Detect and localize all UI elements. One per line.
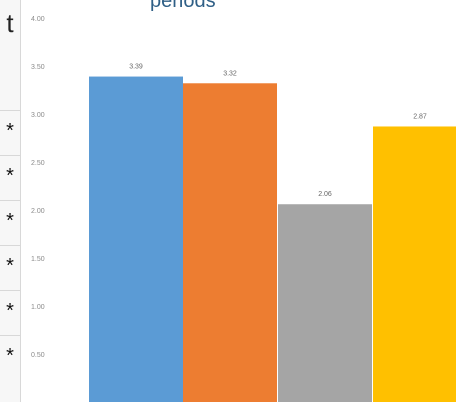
y-tick-label: 0.50 [31,352,45,359]
chart-top-title: periods [150,0,216,12]
left-panel-divider [0,335,20,336]
bar [89,76,183,402]
y-tick-label: 1.00 [31,304,45,311]
bar-value-label: 2.87 [413,113,427,120]
y-axis-labels: 0.50 1.00 1.50 2.00 2.50 3.00 3.50 4.00 [31,16,45,359]
bar-value-label: 2.06 [318,191,332,198]
y-tick-label: 2.00 [31,208,45,215]
left-panel-divider [0,155,20,156]
left-panel-star: * [6,210,14,232]
bar [278,204,372,402]
bar-value-label: 3.32 [223,70,237,77]
y-tick-label: 3.00 [31,112,45,119]
left-panel-stars: * * * * * * [0,110,20,402]
left-panel-top-text: t [6,8,14,38]
bar-value-label: 3.39 [129,64,143,71]
left-panel-divider [0,110,20,111]
left-panel-divider [0,290,20,291]
bars [89,76,456,402]
left-panel-divider [0,200,20,201]
bar-value-labels: 3.39 3.32 2.06 2.87 [129,64,427,199]
y-tick-label: 4.00 [31,16,45,23]
left-panel-divider [0,245,20,246]
y-tick-label: 3.50 [31,64,45,71]
y-tick-label: 2.50 [31,160,45,167]
bar [373,126,456,402]
left-panel-star: * [6,345,14,367]
left-panel-star: * [6,120,14,142]
y-tick-label: 1.50 [31,256,45,263]
left-panel-star: * [6,255,14,277]
bar [183,83,277,402]
left-panel-star: * [6,165,14,187]
left-side-panel: t * * * * * * [0,0,21,402]
left-panel-star: * [6,300,14,322]
